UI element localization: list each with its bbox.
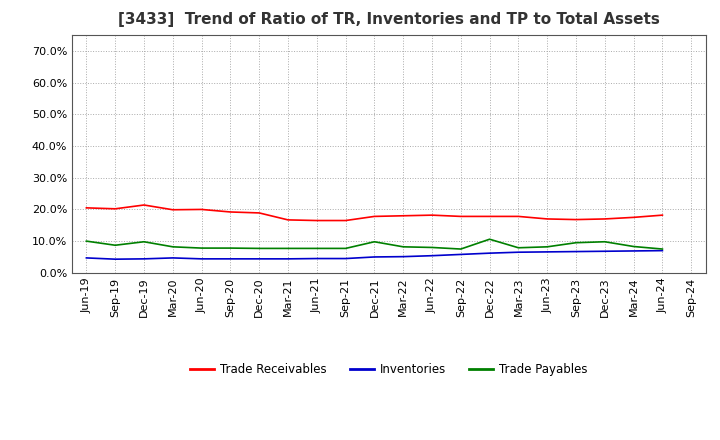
Inventories xyxy=(284,256,292,261)
Inventories xyxy=(514,249,523,255)
Inventories xyxy=(312,256,321,261)
Trade Payables xyxy=(514,245,523,250)
Trade Payables xyxy=(399,244,408,249)
Line: Trade Receivables: Trade Receivables xyxy=(86,205,662,220)
Trade Payables xyxy=(197,246,206,251)
Trade Receivables xyxy=(168,207,177,213)
Inventories xyxy=(428,253,436,258)
Inventories xyxy=(341,256,350,261)
Trade Receivables xyxy=(572,217,580,222)
Inventories xyxy=(456,252,465,257)
Trade Payables xyxy=(341,246,350,251)
Trade Receivables xyxy=(485,214,494,219)
Trade Payables xyxy=(629,244,638,249)
Trade Receivables xyxy=(658,213,667,218)
Trade Receivables xyxy=(82,205,91,210)
Trade Payables xyxy=(543,244,552,249)
Trade Payables xyxy=(140,239,148,244)
Inventories xyxy=(543,249,552,254)
Inventories xyxy=(572,249,580,254)
Inventories xyxy=(255,256,264,261)
Trade Receivables xyxy=(428,213,436,218)
Inventories xyxy=(629,248,638,253)
Trade Receivables xyxy=(341,218,350,223)
Inventories xyxy=(140,256,148,261)
Inventories xyxy=(226,256,235,261)
Trade Receivables xyxy=(370,214,379,219)
Inventories xyxy=(658,248,667,253)
Inventories xyxy=(168,255,177,260)
Trade Payables xyxy=(370,239,379,244)
Trade Receivables xyxy=(226,209,235,215)
Legend: Trade Receivables, Inventories, Trade Payables: Trade Receivables, Inventories, Trade Pa… xyxy=(186,359,592,381)
Inventories xyxy=(485,250,494,256)
Trade Receivables xyxy=(255,210,264,216)
Trade Receivables xyxy=(600,216,609,222)
Trade Receivables xyxy=(514,214,523,219)
Inventories xyxy=(399,254,408,259)
Trade Receivables xyxy=(284,217,292,223)
Trade Payables xyxy=(428,245,436,250)
Line: Trade Payables: Trade Payables xyxy=(86,239,662,249)
Trade Payables xyxy=(284,246,292,251)
Trade Receivables xyxy=(111,206,120,212)
Trade Receivables xyxy=(312,218,321,223)
Trade Payables xyxy=(168,244,177,249)
Inventories xyxy=(82,255,91,260)
Trade Receivables xyxy=(456,214,465,219)
Trade Payables xyxy=(312,246,321,251)
Title: [3433]  Trend of Ratio of TR, Inventories and TP to Total Assets: [3433] Trend of Ratio of TR, Inventories… xyxy=(118,12,660,27)
Trade Receivables xyxy=(399,213,408,218)
Inventories xyxy=(197,256,206,261)
Trade Receivables xyxy=(197,207,206,212)
Trade Payables xyxy=(572,240,580,246)
Trade Payables xyxy=(111,242,120,248)
Trade Payables xyxy=(485,237,494,242)
Trade Receivables xyxy=(543,216,552,222)
Line: Inventories: Inventories xyxy=(86,251,662,259)
Inventories xyxy=(600,249,609,254)
Trade Payables xyxy=(456,246,465,252)
Trade Payables xyxy=(600,239,609,244)
Trade Payables xyxy=(255,246,264,251)
Trade Payables xyxy=(226,246,235,251)
Trade Receivables xyxy=(629,215,638,220)
Inventories xyxy=(370,254,379,260)
Inventories xyxy=(111,257,120,262)
Trade Payables xyxy=(82,238,91,244)
Trade Receivables xyxy=(140,202,148,208)
Trade Payables xyxy=(658,246,667,252)
